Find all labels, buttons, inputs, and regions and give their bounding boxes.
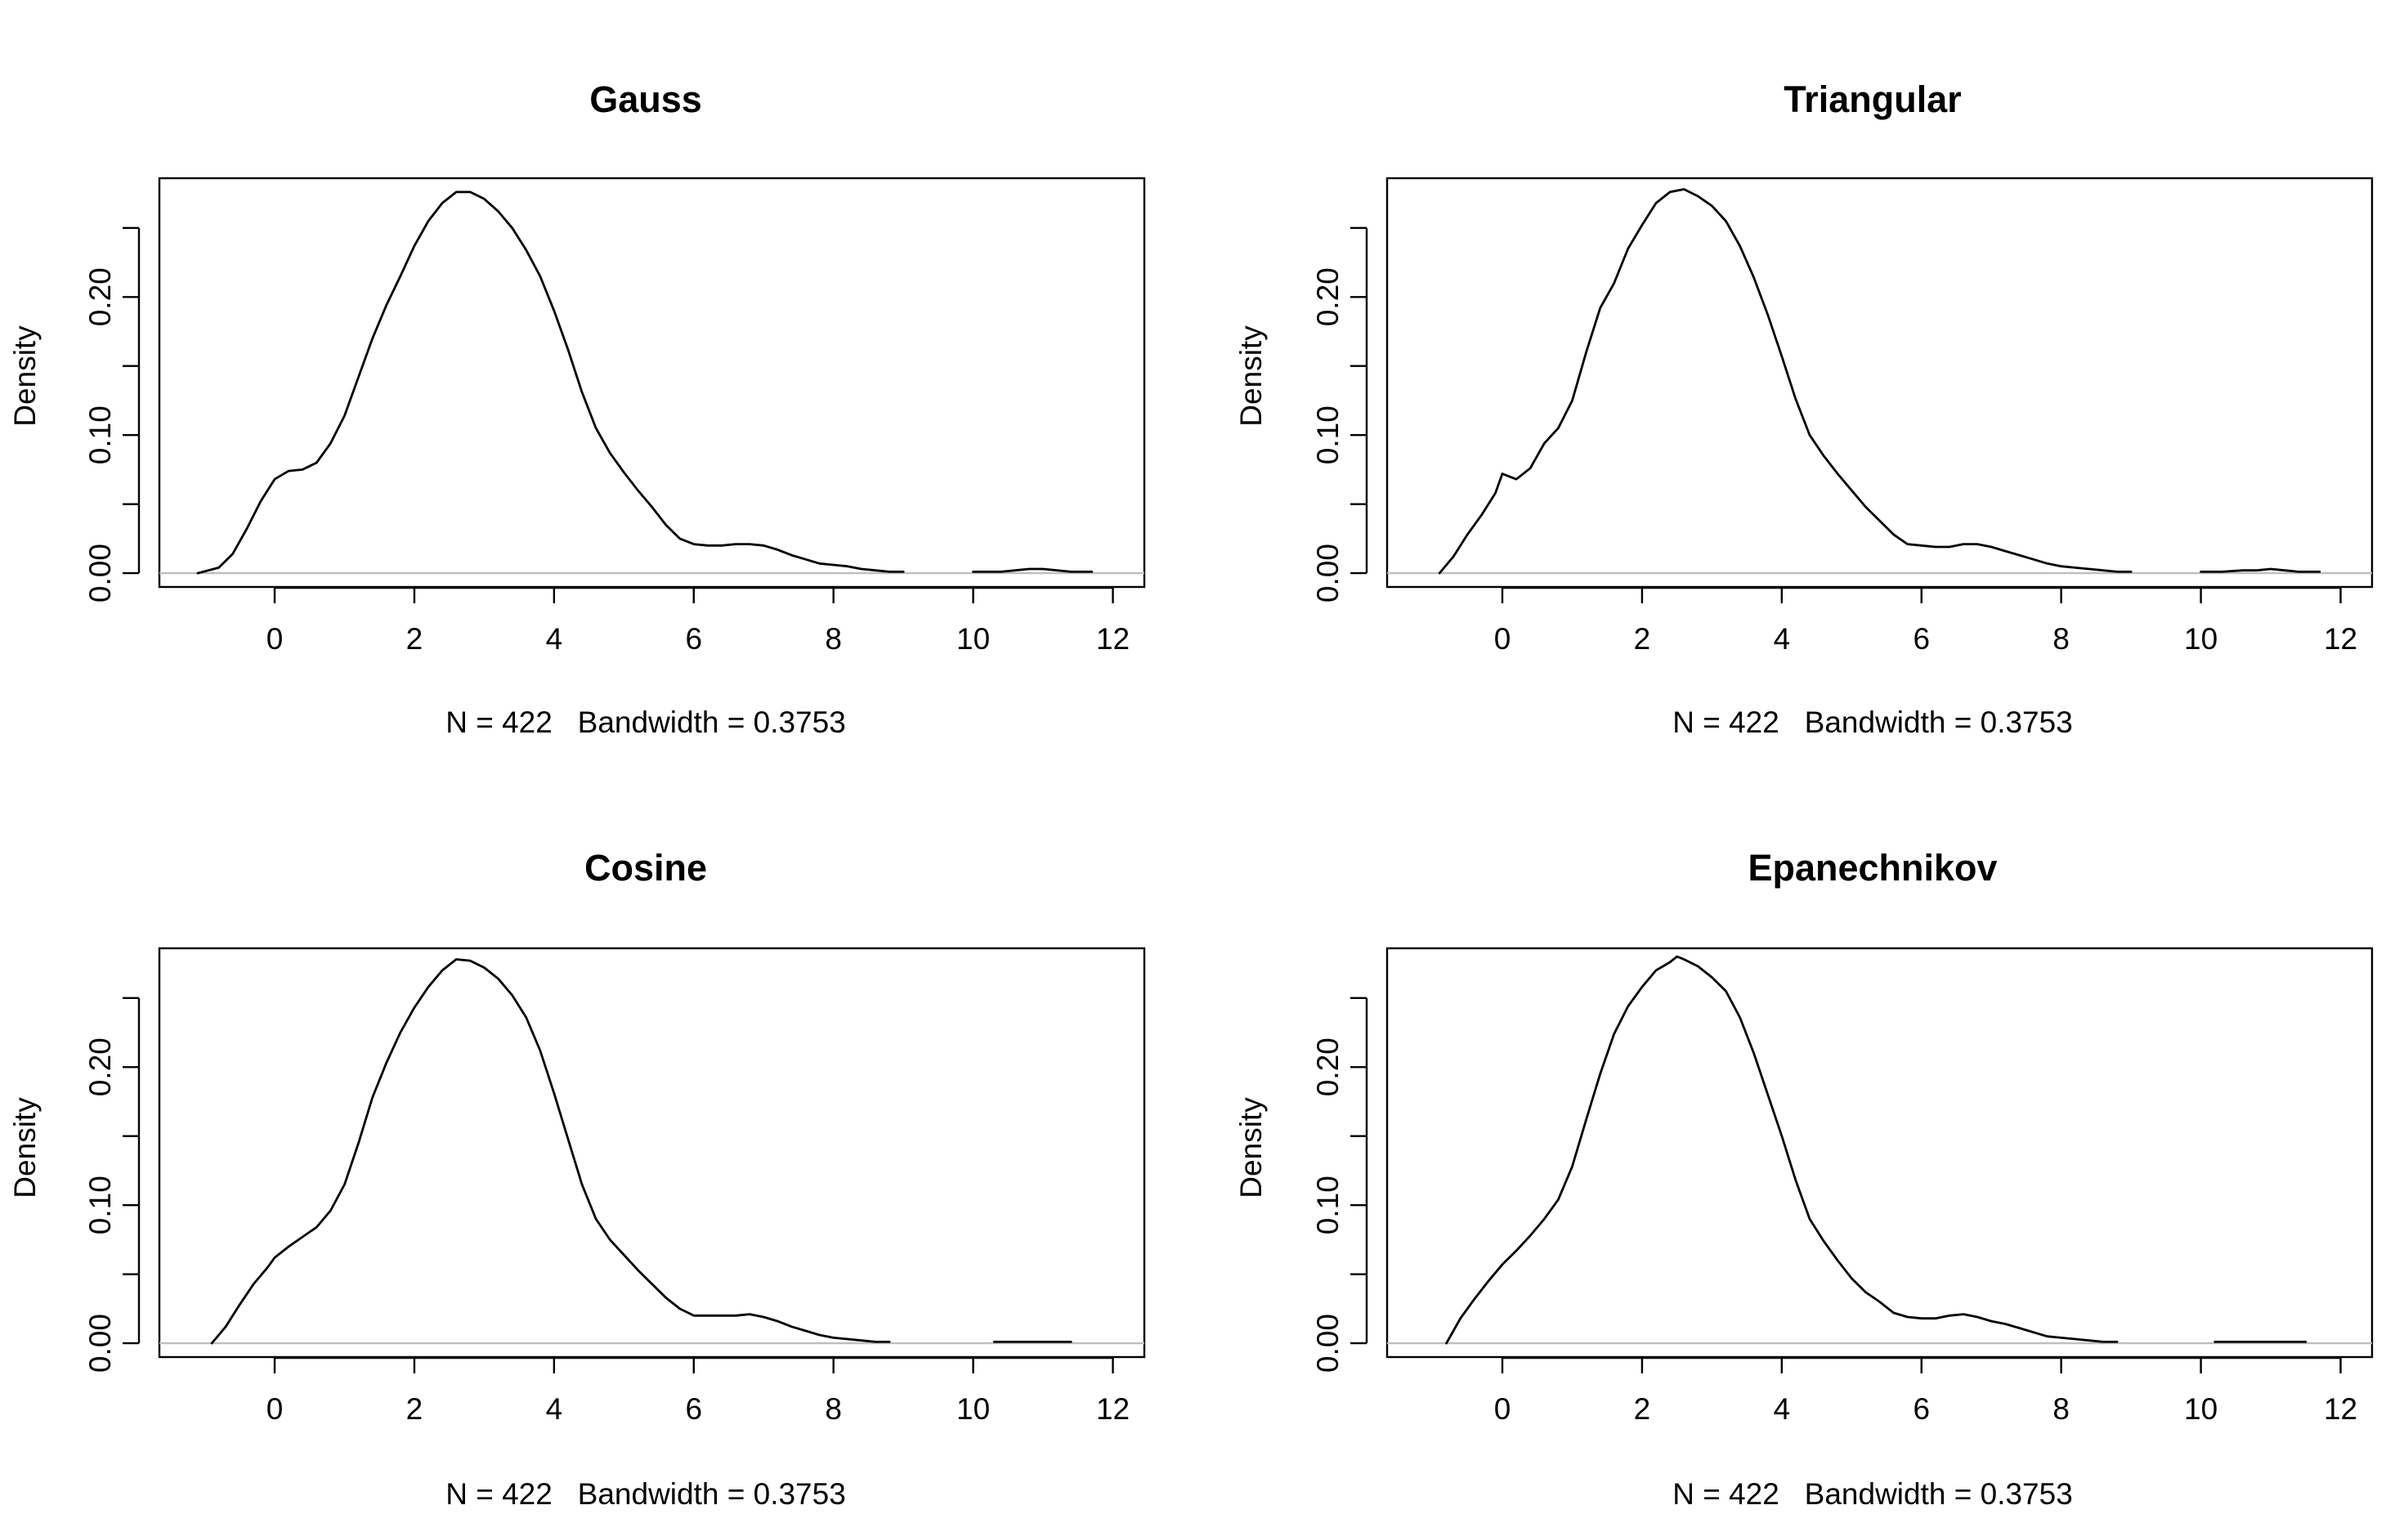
x-tick-label: 10 [956,1392,990,1426]
y-axis-title: Density [1234,1097,1268,1198]
x-tick-label: 2 [1634,1392,1651,1426]
x-tick-label: 8 [2052,622,2070,656]
x-tick-label: 12 [2324,1392,2357,1426]
x-tick-label: 0 [1494,1392,1511,1426]
x-tick-label: 6 [685,1392,702,1426]
x-tick-label: 4 [546,1392,563,1426]
panel-epanechnikov: Epanechnikov N = 422 Bandwidth = 0.3753 … [1234,847,2374,1511]
density-curve-tail [2200,567,2321,573]
panel-title: Cosine [584,847,707,889]
x-tick-label: 0 [266,622,284,656]
y-tick-label: 0.20 [1311,1037,1345,1096]
x-tick-label: 10 [2184,1392,2218,1426]
density-curves [1387,188,2372,575]
density-curves [159,958,1144,1345]
density-curve-density [196,190,905,575]
x-tick-label: 0 [1494,622,1511,656]
density-curves [159,190,1144,575]
y-axis-title: Density [8,325,42,427]
x-axis-title: N = 422 Bandwidth = 0.3753 [1672,706,2073,739]
y-tick-label: 0.20 [83,1037,117,1096]
x-tick-label: 4 [1774,622,1791,656]
panel-triangular: Triangular N = 422 Bandwidth = 0.3753 De… [1234,78,2374,739]
density-curve-tail [972,567,1094,573]
x-tick-label: 6 [1913,1392,1930,1426]
panel-title: Triangular [1784,78,1962,120]
x-tick-label: 10 [956,622,990,656]
x-tick-label: 6 [685,622,702,656]
x-tick-label: 10 [2184,622,2218,656]
x-tick-label: 0 [266,1392,284,1426]
y-axis-title: Density [8,1097,42,1198]
x-tick-label: 12 [1096,1392,1130,1426]
x-axis-title: N = 422 Bandwidth = 0.3753 [445,706,846,739]
x-tick-label: 8 [825,1392,842,1426]
density-curve-density [1445,955,2119,1345]
x-tick-label: 6 [1913,622,1930,656]
density-curves [1387,955,2372,1345]
panel-cosine: Cosine N = 422 Bandwidth = 0.3753 Densit… [8,847,1146,1511]
x-tick-label: 2 [1634,622,1651,656]
x-tick-label: 2 [406,622,423,656]
x-axis-title: N = 422 Bandwidth = 0.3753 [1672,1477,2073,1511]
panel-title: Epanechnikov [1748,847,1997,889]
x-tick-label: 8 [825,622,842,656]
axis-ticks: 0 2 4 6 8 10 12 0.00 0.10 0.20 [1311,947,2374,1426]
density-curve-density [1438,188,2133,575]
y-tick-label: 0.20 [1311,267,1345,326]
plot-frame [1385,947,2374,1359]
axis-ticks: 0 2 4 6 8 10 12 0.00 0.10 0.20 [1311,177,2374,656]
y-tick-label: 0.20 [83,267,117,326]
y-tick-label: 0.00 [83,544,117,602]
x-tick-label: 4 [546,622,563,656]
x-tick-label: 12 [1096,622,1130,656]
plot-frame [158,947,1146,1359]
axis-ticks: 0 2 4 6 8 10 12 0.00 0.10 0.20 [83,177,1146,656]
y-tick-label: 0.10 [83,1176,117,1234]
y-tick-label: 0.00 [83,1314,117,1373]
axis-ticks: 0 2 4 6 8 10 12 0.00 0.10 0.20 [83,947,1146,1426]
x-tick-label: 2 [406,1392,423,1426]
panel-title: Gauss [589,78,702,120]
plot-frame [158,177,1146,589]
y-tick-label: 0.00 [1311,1314,1345,1373]
y-tick-label: 0.10 [83,405,117,464]
y-tick-label: 0.10 [1311,1176,1345,1234]
plot-frame [1385,177,2374,589]
density-curve-density [210,958,891,1345]
x-tick-label: 4 [1774,1392,1791,1426]
x-axis-title: N = 422 Bandwidth = 0.3753 [445,1477,846,1511]
y-axis-title: Density [1234,325,1268,427]
y-tick-label: 0.00 [1311,544,1345,602]
x-tick-label: 12 [2324,622,2357,656]
x-tick-label: 8 [2052,1392,2070,1426]
panel-gauss: Gauss N = 422 Bandwidth = 0.3753 Density… [8,78,1146,739]
y-tick-label: 0.10 [1311,405,1345,464]
